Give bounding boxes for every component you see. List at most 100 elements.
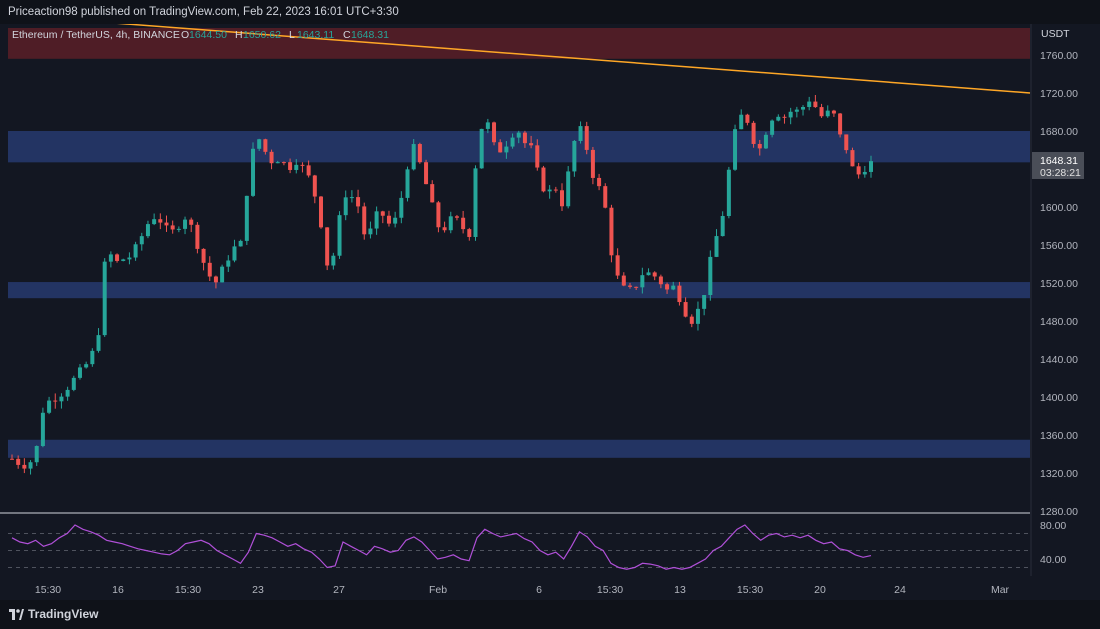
candle-body <box>646 272 651 276</box>
candle-body <box>417 144 422 163</box>
time-tick-label: 15:30 <box>737 584 763 596</box>
candle-body <box>677 285 682 303</box>
candle-body <box>751 122 756 144</box>
candle-body <box>288 162 293 170</box>
candle-body <box>22 464 27 469</box>
candle-body <box>121 259 126 261</box>
candle-body <box>776 116 781 121</box>
candle-body <box>145 224 150 237</box>
time-tick-label: 15:30 <box>175 584 201 596</box>
candle-body <box>801 107 806 110</box>
candle-body <box>609 207 614 256</box>
candle-body <box>535 145 540 168</box>
price-tick-label: 1680.00 <box>1040 126 1078 138</box>
ohlc-key-c: C <box>343 29 351 41</box>
candle-body <box>430 184 435 203</box>
ohlc-readout: O 1644.50 H 1650.62 L 1643.11 C 1648.31 <box>181 29 389 41</box>
symbol-name: Ethereum / TetherUS, 4h, BINANCE <box>12 29 180 41</box>
candles-layer <box>10 94 873 475</box>
candle-body <box>59 396 64 402</box>
candle-body <box>485 122 490 129</box>
candle-body <box>325 227 330 266</box>
current-price-label: 1648.31 <box>1040 155 1078 167</box>
rsi-tick-label: 80.00 <box>1040 520 1066 532</box>
candle-body <box>695 308 700 324</box>
candle-body <box>71 377 76 390</box>
candle-body <box>516 132 521 138</box>
time-tick-label: 16 <box>112 584 124 596</box>
descending-trendline <box>116 24 1031 94</box>
candle-body <box>10 458 14 460</box>
candle-body <box>53 400 58 402</box>
candle-body <box>498 142 503 153</box>
candle-body <box>251 148 256 196</box>
candle-body <box>831 110 836 114</box>
candle-countdown-label: 03:28:21 <box>1040 167 1081 179</box>
time-tick-label: 15:30 <box>597 584 623 596</box>
candle-body <box>189 219 194 225</box>
candle-body <box>386 215 391 224</box>
candle-body <box>566 171 571 207</box>
candle-body <box>362 206 367 235</box>
candle-body <box>127 257 132 260</box>
candle-body <box>281 162 286 164</box>
candle-body <box>436 202 441 228</box>
candle-body <box>28 462 33 469</box>
candle-body <box>399 197 404 218</box>
candle-body <box>164 222 169 226</box>
candle-body <box>739 114 744 130</box>
price-tick-label: 1760.00 <box>1040 50 1078 62</box>
candle-body <box>856 166 861 175</box>
candle-body <box>844 134 849 151</box>
candle-body <box>522 132 527 144</box>
candle-body <box>658 276 663 285</box>
candle-body <box>207 262 212 277</box>
candle-body <box>683 302 688 317</box>
candle-body <box>708 256 713 296</box>
candle-body <box>158 219 163 223</box>
candle-body <box>220 266 225 283</box>
candle-body <box>819 107 824 117</box>
candle-body <box>454 216 459 218</box>
candle-body <box>807 101 812 108</box>
footer-bar: TradingView <box>0 600 1100 629</box>
chart-area[interactable]: USDT 1760.00 1720.00 1680.00 16 40.00 1600.00 1… <box>0 24 1100 600</box>
time-tick-label: 24 <box>894 584 906 596</box>
candle-body <box>343 197 348 216</box>
candle-body <box>578 126 583 141</box>
price-tick-label: 1560.00 <box>1040 240 1078 252</box>
candle-body <box>714 236 719 257</box>
candle-body <box>40 412 45 447</box>
candle-body <box>102 261 107 336</box>
candle-body <box>627 285 632 287</box>
candle-body <box>96 335 101 351</box>
time-tick-label: Mar <box>991 584 1010 596</box>
price-tick-label: 1720.00 <box>1040 88 1078 100</box>
candle-body <box>671 285 676 290</box>
candle-body <box>560 190 565 207</box>
candle-body <box>232 246 237 261</box>
candle-body <box>195 224 200 249</box>
candle-body <box>492 122 497 143</box>
candle-body <box>331 255 336 266</box>
ohlc-value-o: 1644.50 <box>189 29 227 41</box>
rsi-line <box>11 524 872 570</box>
candle-body <box>170 225 175 230</box>
candle-body <box>405 169 410 198</box>
time-tick-label: 15:30 <box>35 584 61 596</box>
ohlc-value-c: 1648.31 <box>351 29 389 41</box>
candle-body <box>850 150 855 167</box>
price-tick-label: 1280.00 <box>1040 506 1078 518</box>
candle-body <box>640 275 645 288</box>
candle-body <box>448 216 453 231</box>
price-tick-label: 1360.00 <box>1040 430 1078 442</box>
candle-body <box>813 101 818 108</box>
candle-body <box>603 186 608 208</box>
publish-text: Priceaction98 published on TradingView.c… <box>8 6 399 18</box>
trendline-layer <box>116 24 1031 94</box>
candle-body <box>108 254 113 262</box>
publish-bar: Priceaction98 published on TradingView.c… <box>0 0 1100 24</box>
candle-body <box>665 284 670 290</box>
price-tick-label: 1520.00 <box>1040 278 1078 290</box>
candle-body <box>139 236 144 245</box>
